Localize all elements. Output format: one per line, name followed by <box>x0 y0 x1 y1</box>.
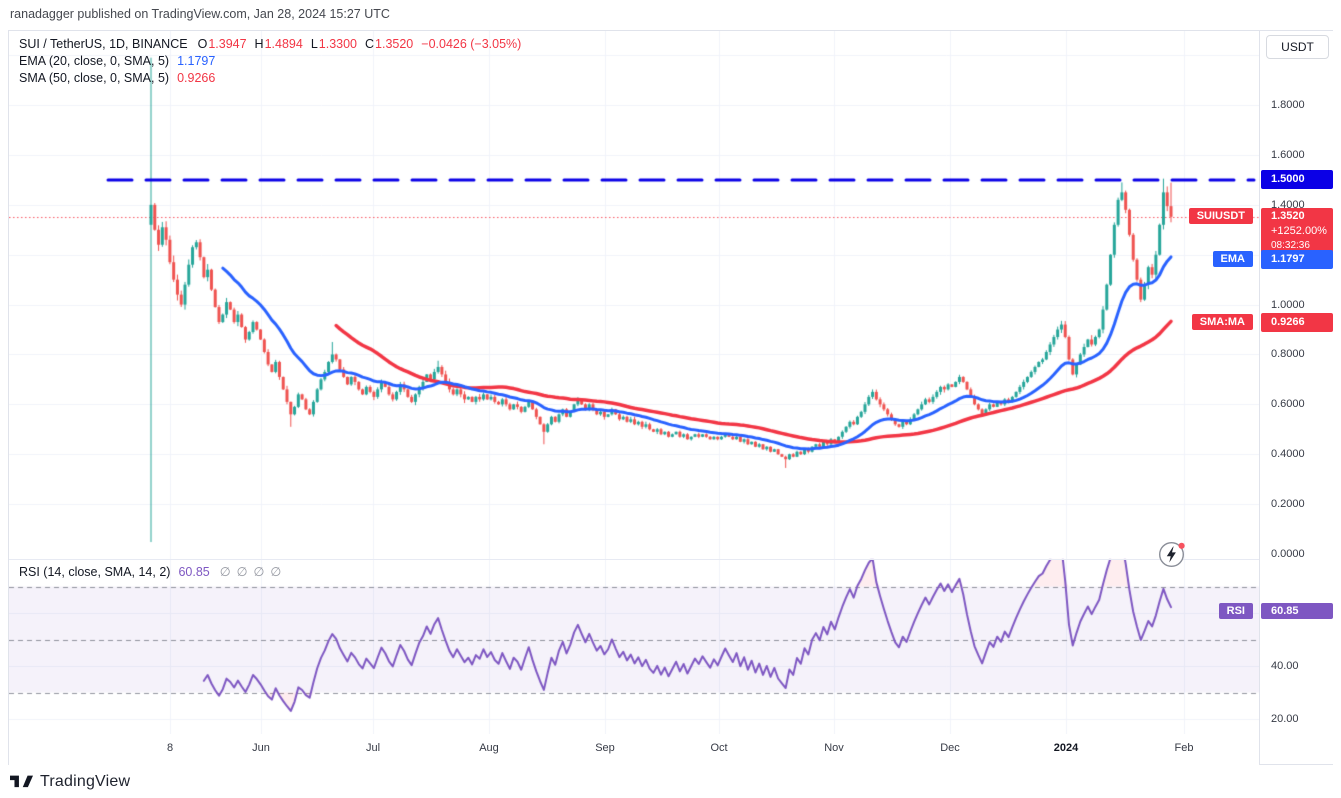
legend-item: SUI / TetherUS, 1D, BINANCE <box>19 37 188 51</box>
price-tick-label: 0.4000 <box>1271 448 1305 461</box>
legend-item: C <box>365 37 375 51</box>
time-axis[interactable]: 8 Jun Jul Aug Sep Oct Nov Dec 2024 Feb <box>9 734 1259 765</box>
indicator-legend: SUI / TetherUS, 1D, BINANCE O1.3947 H1.489… <box>19 36 521 87</box>
legend-item: 0.9266 <box>177 71 216 85</box>
publish-note: ranadagger published on TradingView.com,… <box>10 7 390 21</box>
legend-item: 1.1797 <box>177 54 216 68</box>
price-tick-label: 1.0000 <box>1271 298 1305 311</box>
time-tick-label: Oct <box>710 742 728 754</box>
legend-item: ∅ <box>253 565 265 579</box>
pane-separator[interactable] <box>9 559 1259 560</box>
price-axis[interactable]: USDT 1.8000 1.6000 1.4000 1.0000 0.8000 0.600… <box>1259 31 1334 764</box>
ema-axis-label: 1.1797 <box>1261 250 1333 270</box>
lightning-icon <box>1166 546 1176 563</box>
time-tick-label: Jul <box>365 742 381 754</box>
time-tick-label: Sep <box>595 742 615 754</box>
bar-countdown: 08:32:36 <box>1271 239 1310 251</box>
price-tick-label: 0.2000 <box>1271 498 1305 511</box>
legend-item: L <box>310 37 318 51</box>
footer: TradingView <box>10 769 130 795</box>
legend-item: SMA (50, close, 0, SMA, 5) <box>19 71 170 85</box>
symbol-price-tag: SUIUSDT <box>1188 207 1253 224</box>
legend-item: 1.3520 <box>375 37 414 51</box>
chart-canvas[interactable] <box>9 31 1259 734</box>
legend-item: 60.85 <box>178 565 210 579</box>
rsi-tick-label: 20.00 <box>1271 713 1299 725</box>
time-tick-label: 8 <box>166 742 174 754</box>
legend-item: ∅ <box>270 565 282 579</box>
symbol-axis-label: 1.3520 +1252.00% 08:32:36 <box>1261 207 1333 254</box>
rsi-axis-label: 60.85 <box>1261 602 1333 619</box>
legend-item: 1.4894 <box>264 37 303 51</box>
symbol-legend-row[interactable]: SUI / TetherUS, 1D, BINANCE O1.3947 H1.489… <box>19 36 521 53</box>
ema-legend-row[interactable]: EMA (20, close, 0, SMA, 5) 1.1797 <box>19 53 521 70</box>
time-tick-label: Nov <box>824 742 844 754</box>
legend-item: O <box>197 37 208 51</box>
tradingview-logo-icon[interactable] <box>10 773 33 791</box>
legend-item: EMA (20, close, 0, SMA, 5) <box>19 54 170 68</box>
legend-item: −0.0426 (−3.05%) <box>421 37 522 51</box>
time-tick-label: Feb <box>1174 742 1194 754</box>
rsi-legend-row[interactable]: RSI (14, close, SMA, 14, 2) 60.85 ∅ ∅ ∅ ∅ <box>19 564 281 580</box>
price-tick-label: 1.6000 <box>1271 148 1305 161</box>
legend-item: ∅ <box>219 565 231 579</box>
tradingview-wordmark[interactable]: TradingView <box>40 773 131 790</box>
notification-dot <box>1178 542 1185 549</box>
sma-tag: SMA:MA <box>1191 313 1253 330</box>
legend-item: 1.3300 <box>318 37 357 51</box>
rsi-tag: RSI <box>1218 602 1253 619</box>
flash-snapshot-button[interactable] <box>1158 540 1186 568</box>
time-tick-label: Aug <box>479 742 499 754</box>
legend-item: RSI (14, close, SMA, 14, 2) <box>19 565 171 579</box>
price-tick-label: 0.8000 <box>1271 348 1305 361</box>
sma-axis-label: 0.9266 <box>1261 313 1333 333</box>
ema-tag: EMA <box>1212 250 1253 267</box>
level-axis-label: 1.5000 <box>1261 170 1333 190</box>
chart-card: SUI / TetherUS, 1D, BINANCE O1.3947 H1.489… <box>8 30 1334 765</box>
legend-item: ∅ <box>236 565 248 579</box>
price-tick-label: 1.8000 <box>1271 99 1305 112</box>
legend-item: 1.3947 <box>208 37 247 51</box>
legend-item: H <box>254 37 264 51</box>
time-tick-label: Dec <box>940 742 960 754</box>
price-tick-label: 0.6000 <box>1271 398 1305 411</box>
time-tick-label: 2024 <box>1053 742 1079 754</box>
change-percent: +1252.00% <box>1271 224 1327 237</box>
sma-legend-row[interactable]: SMA (50, close, 0, SMA, 5) 0.9266 <box>19 70 521 87</box>
time-tick-label: Jun <box>252 742 270 754</box>
last-price: 1.3520 <box>1271 209 1305 222</box>
currency-toggle-button[interactable]: USDT <box>1266 35 1329 59</box>
price-tick-label: 0.0000 <box>1271 548 1305 560</box>
rsi-tick-label: 40.00 <box>1271 660 1299 672</box>
